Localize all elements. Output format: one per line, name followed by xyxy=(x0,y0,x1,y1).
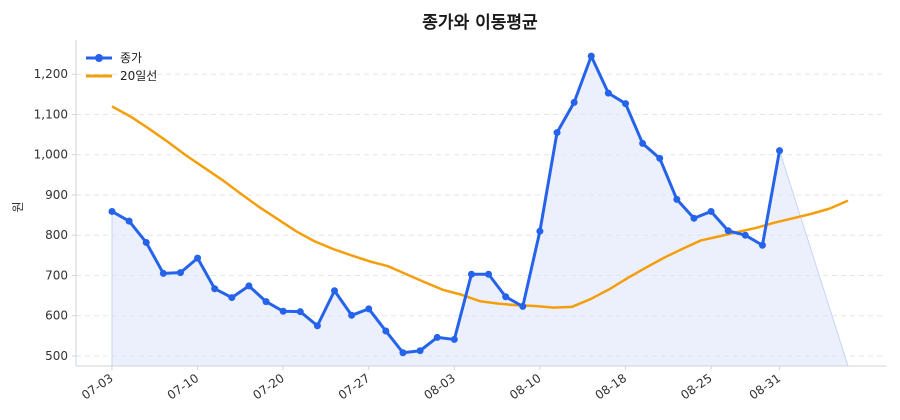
close-point xyxy=(211,285,219,293)
close-point xyxy=(673,195,681,203)
x-tick-label: 07-27 xyxy=(336,371,373,402)
close-point xyxy=(399,349,407,357)
y-tick-label: 600 xyxy=(45,309,68,323)
close-point xyxy=(519,302,527,310)
y-tick-label: 1,200 xyxy=(34,67,68,81)
close-point xyxy=(365,305,373,313)
y-tick-label: 500 xyxy=(45,349,68,363)
close-point xyxy=(176,269,184,277)
close-point xyxy=(621,100,629,108)
close-point xyxy=(382,327,390,335)
close-point xyxy=(536,227,544,235)
x-tick-label: 07-03 xyxy=(79,371,116,402)
x-tick-label: 07-20 xyxy=(250,371,287,402)
close-point xyxy=(502,293,510,301)
close-point xyxy=(485,270,493,278)
series-line-close xyxy=(111,54,782,355)
close-point xyxy=(228,294,236,302)
close-point xyxy=(108,207,116,215)
close-point xyxy=(656,154,664,162)
legend: 종가 20일선 xyxy=(86,51,157,83)
x-tick-label: 08-31 xyxy=(747,371,784,402)
series-layer xyxy=(108,52,849,357)
close-point xyxy=(724,227,732,235)
y-tick-label: 700 xyxy=(45,268,68,282)
close-area-fill xyxy=(111,54,849,367)
y-tick-label: 1,000 xyxy=(34,148,68,162)
close-point xyxy=(467,270,475,278)
close-point xyxy=(758,241,766,249)
x-tick-label: 08-03 xyxy=(421,371,458,402)
y-ticks: 500 600 700 800 900 1,000 1,100 1,200 xyxy=(34,67,76,363)
legend-label-ma20: 20일선 xyxy=(120,69,157,83)
legend-label-close: 종가 xyxy=(120,51,142,65)
y-tick-label: 900 xyxy=(45,188,68,202)
series-line-ma20 xyxy=(111,105,849,309)
close-point xyxy=(553,129,561,137)
close-point xyxy=(159,269,167,277)
x-tick-label: 08-25 xyxy=(678,371,715,402)
close-point xyxy=(450,335,458,343)
chart-title: 종가와 이동평균 xyxy=(422,13,538,33)
fill-layer xyxy=(111,54,849,367)
close-point xyxy=(433,333,441,341)
close-point xyxy=(741,231,749,239)
close-point xyxy=(416,347,424,355)
x-ticks: 07-03 07-10 07-20 07-27 08-03 08-10 08-18 08-25… xyxy=(79,366,783,402)
y-tick-label: 800 xyxy=(45,228,68,242)
close-point xyxy=(348,311,356,319)
close-point xyxy=(639,139,647,147)
close-point xyxy=(690,214,698,222)
close-point xyxy=(142,238,150,246)
close-point xyxy=(194,254,202,262)
axis-layer xyxy=(75,40,886,367)
close-point xyxy=(125,217,133,225)
close-point xyxy=(279,307,287,315)
close-point xyxy=(296,308,304,316)
x-tick-label: 07-10 xyxy=(165,371,202,402)
close-point xyxy=(313,322,321,330)
close-point xyxy=(570,98,578,106)
close-point xyxy=(776,147,784,155)
y-tick-label: 1,100 xyxy=(34,107,68,121)
close-point xyxy=(587,52,595,60)
legend-marker-close xyxy=(95,54,103,62)
close-point xyxy=(707,207,715,215)
x-tick-label: 08-18 xyxy=(593,371,630,402)
close-point xyxy=(604,89,612,97)
close-point xyxy=(331,287,339,295)
close-point xyxy=(262,298,270,306)
close-point xyxy=(245,282,253,290)
y-axis-label: 원 xyxy=(11,201,25,212)
x-tick-label: 08-10 xyxy=(507,371,544,402)
